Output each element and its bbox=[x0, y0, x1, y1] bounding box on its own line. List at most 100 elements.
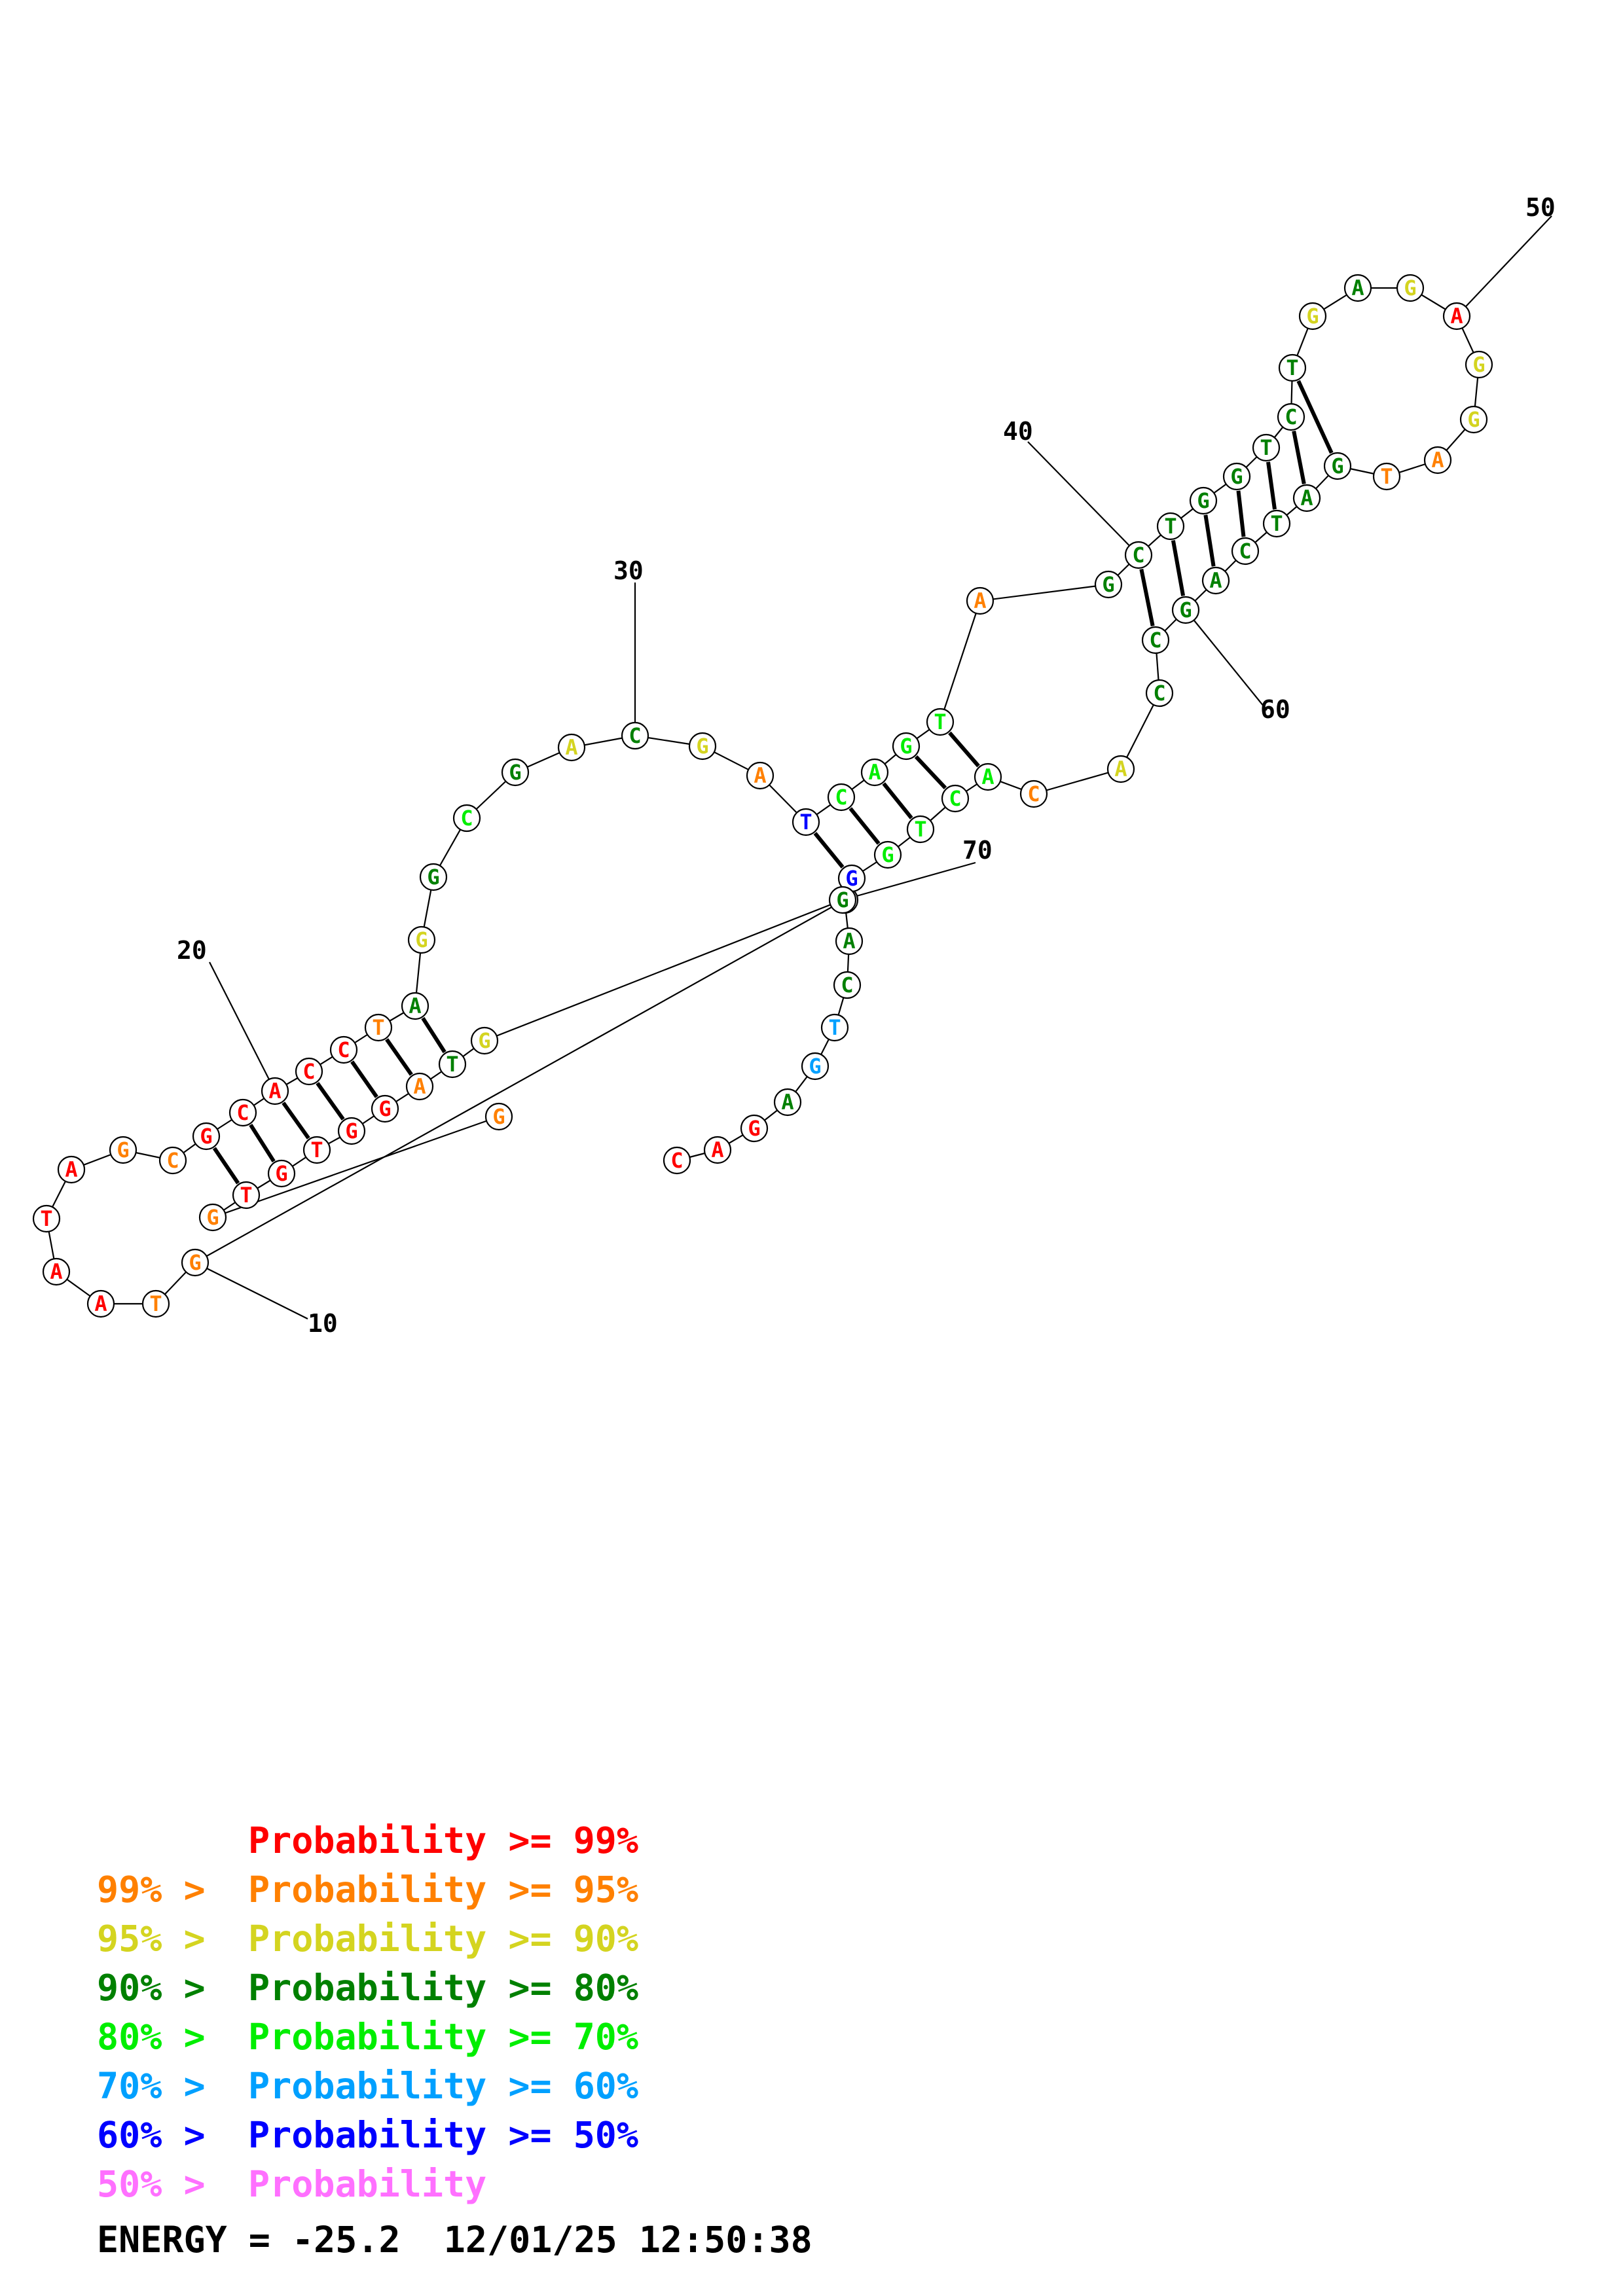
nucleotide-circle bbox=[892, 732, 921, 761]
nucleotide-letter: A bbox=[565, 735, 577, 760]
tick-label: 20 bbox=[177, 936, 207, 965]
nucleotide-letter: A bbox=[409, 994, 421, 1018]
legend-label: Probability >= 70% bbox=[248, 2016, 639, 2058]
nucleotide-circle bbox=[32, 1204, 61, 1233]
nucleotide-circle bbox=[1124, 541, 1153, 569]
nucleotide: A bbox=[746, 761, 775, 790]
nucleotide: C bbox=[621, 721, 649, 750]
nucleotide: G bbox=[837, 864, 866, 893]
tick-label: 30 bbox=[613, 556, 644, 585]
nucleotide: T bbox=[926, 708, 955, 736]
base-pair-line bbox=[350, 1060, 378, 1098]
nucleotide-circle bbox=[401, 992, 429, 1020]
nucleotide: T bbox=[1278, 353, 1307, 382]
base-pair-line bbox=[385, 1038, 413, 1076]
legend-row: 70% > Probability >= 60% bbox=[97, 2062, 638, 2111]
nucleotide: G bbox=[828, 886, 857, 914]
nucleotide-circle bbox=[470, 1026, 499, 1055]
nucleotide-circle bbox=[873, 840, 902, 869]
nucleotide-letter: A bbox=[1209, 568, 1222, 593]
nucleotide-letter: G bbox=[881, 842, 894, 867]
legend-label: Probability >= 50% bbox=[248, 2114, 639, 2156]
nucleotide: A bbox=[1343, 274, 1372, 302]
base-pair-line bbox=[848, 807, 881, 845]
nucleotide-circle bbox=[746, 761, 775, 790]
nucleotide-letter: G bbox=[1467, 407, 1480, 432]
nucleotide-circle bbox=[820, 1013, 849, 1042]
nucleotide-letter: C bbox=[236, 1100, 249, 1125]
nucleotide: T bbox=[232, 1181, 261, 1210]
base-pair-line bbox=[421, 1016, 447, 1054]
nucleotide-circle bbox=[198, 1203, 227, 1232]
nucleotide-letter: A bbox=[843, 929, 855, 954]
nucleotide-letter: A bbox=[413, 1074, 426, 1099]
legend-label: Probability >= 80% bbox=[248, 1967, 639, 2009]
nucleotide: C bbox=[833, 971, 862, 999]
nucleotide-circle bbox=[1201, 566, 1230, 595]
nucleotide-letter: G bbox=[415, 927, 428, 952]
base-pair-line bbox=[1266, 461, 1277, 510]
nucleotide-circle bbox=[740, 1114, 769, 1143]
tick-layer: 10 20 30 40 50 60 70 bbox=[177, 193, 1556, 1338]
nucleotide-letter: G bbox=[117, 1138, 129, 1162]
nucleotide-circle bbox=[801, 1052, 830, 1081]
nucleotide-letter: C bbox=[1132, 543, 1144, 567]
nucleotide: T bbox=[1372, 462, 1401, 491]
legend-prefix: 80% > bbox=[97, 2016, 227, 2058]
backbone-segment bbox=[484, 899, 843, 1042]
nucleotide: A bbox=[1201, 566, 1230, 595]
nucleotide-letter: T bbox=[1270, 511, 1283, 536]
base-pair-line bbox=[914, 755, 947, 790]
nucleotide-letter: G bbox=[206, 1205, 219, 1230]
nucleotide-letter: G bbox=[748, 1116, 760, 1141]
nucleotide-letter: G bbox=[200, 1124, 212, 1149]
nucleotide-letter: G bbox=[1197, 488, 1209, 513]
nucleotide-circle bbox=[1298, 302, 1327, 331]
tick-line bbox=[1185, 609, 1267, 711]
nucleotide-circle bbox=[438, 1050, 467, 1079]
nucleotide-circle bbox=[419, 863, 448, 891]
nucleotide-circle bbox=[1156, 512, 1185, 541]
nucleotide: A bbox=[401, 992, 429, 1020]
nucleotide-circle bbox=[1277, 403, 1305, 431]
nucleotide-circle bbox=[1222, 462, 1251, 491]
nucleotide: A bbox=[405, 1072, 434, 1101]
nucleotide: G bbox=[198, 1203, 227, 1232]
nucleotide: T bbox=[438, 1050, 467, 1079]
nucleotide-letter: G bbox=[345, 1119, 357, 1143]
nucleotide-circle bbox=[337, 1117, 366, 1145]
base-pair-line bbox=[282, 1102, 310, 1139]
nucleotide: G bbox=[501, 758, 530, 787]
tick-label: 10 bbox=[308, 1309, 338, 1338]
nucleotide-circle bbox=[1292, 484, 1321, 512]
nucleotide-letter: A bbox=[974, 588, 986, 613]
nucleotide: G bbox=[892, 732, 921, 761]
base-pair-line bbox=[948, 731, 980, 768]
nucleotide: G bbox=[1189, 486, 1218, 515]
nucleotide-letter: T bbox=[446, 1052, 458, 1077]
base-pair-line bbox=[316, 1082, 345, 1121]
legend-prefix: 90% > bbox=[97, 1967, 227, 2009]
nucleotide-letter: C bbox=[670, 1148, 683, 1173]
nucleotide-circle bbox=[941, 784, 970, 813]
nucleotide-circle bbox=[302, 1136, 331, 1164]
nucleotide-circle bbox=[484, 1102, 513, 1131]
nucleotide-letter: C bbox=[166, 1148, 179, 1173]
base-pair-line bbox=[249, 1123, 276, 1163]
nucleotide-letter: G bbox=[836, 888, 848, 912]
nucleotide-letter: G bbox=[427, 865, 439, 889]
nucleotide: C bbox=[1141, 626, 1170, 655]
backbone-segment bbox=[979, 583, 1109, 602]
nucleotide: C bbox=[1124, 541, 1153, 569]
nucleotide: G bbox=[1323, 452, 1352, 480]
backbone-segment bbox=[939, 600, 981, 723]
nucleotide: C bbox=[1231, 537, 1260, 565]
nucleotide-circle bbox=[1252, 433, 1281, 462]
base-pair-line bbox=[212, 1147, 240, 1185]
nucleotide-letter: G bbox=[509, 760, 521, 785]
legend-prefix: 70% > bbox=[97, 2065, 227, 2107]
legend-prefix: 99% > bbox=[97, 1869, 227, 1910]
tick-label: 40 bbox=[1003, 417, 1033, 446]
nucleotide: G bbox=[873, 840, 902, 869]
nucleotide: T bbox=[364, 1013, 393, 1042]
